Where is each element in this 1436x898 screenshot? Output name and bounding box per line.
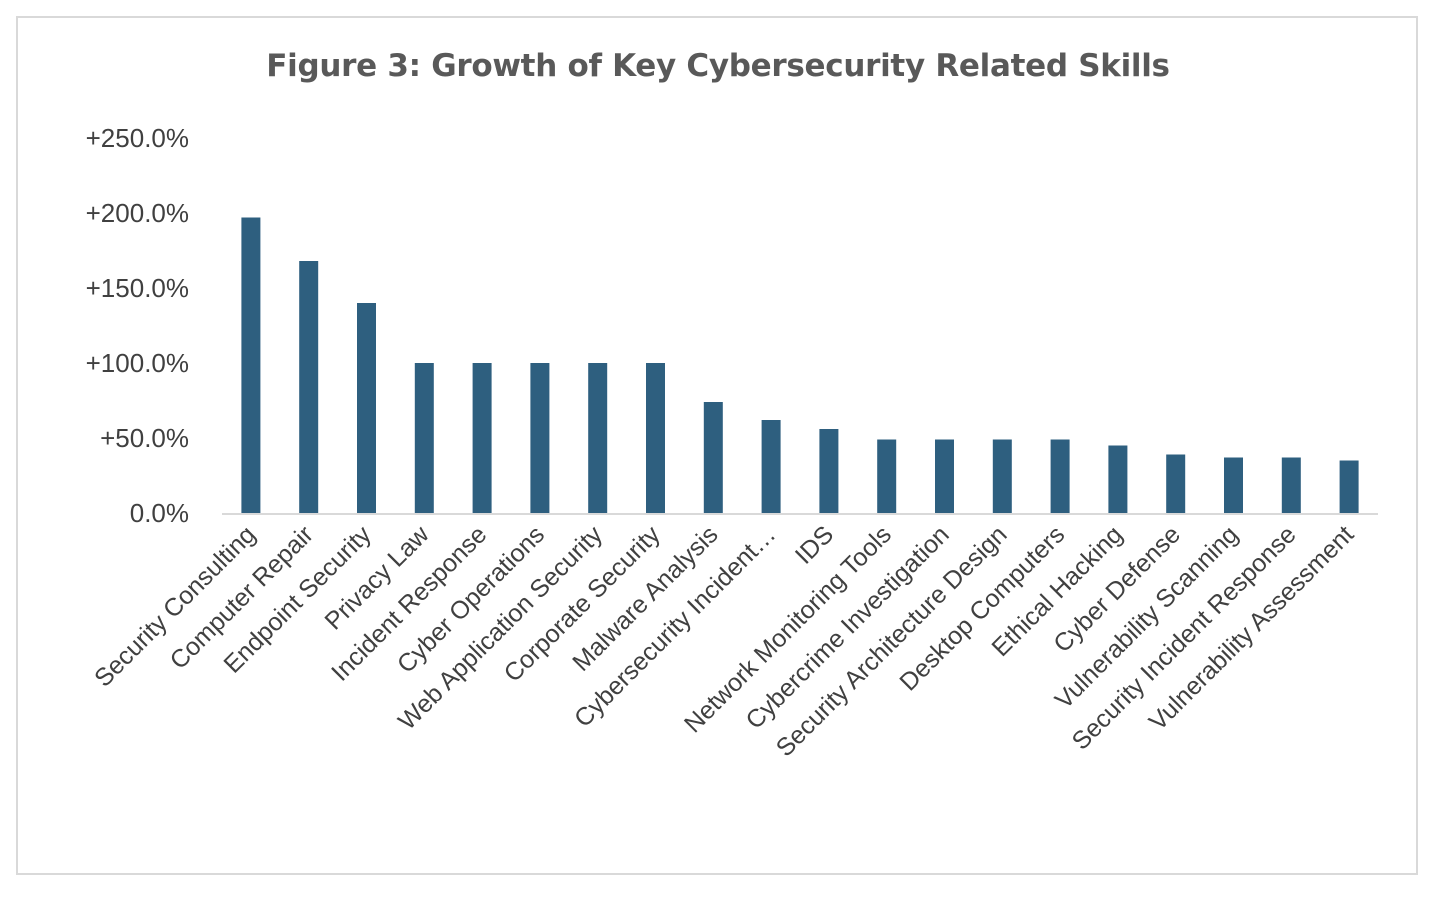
bar bbox=[1166, 454, 1186, 513]
bar bbox=[1108, 445, 1128, 513]
y-tick-label: 0.0% bbox=[130, 498, 189, 528]
bar bbox=[357, 303, 376, 513]
bar bbox=[472, 363, 492, 513]
bar bbox=[1224, 457, 1243, 513]
bar bbox=[819, 429, 839, 513]
bar bbox=[935, 439, 954, 513]
x-tick-label: IDS bbox=[790, 520, 839, 569]
bar bbox=[299, 261, 319, 513]
bar bbox=[588, 363, 608, 513]
y-tick-label: +250.0% bbox=[86, 123, 189, 153]
y-tick-label: +50.0% bbox=[100, 423, 189, 453]
bar bbox=[992, 439, 1012, 513]
bar bbox=[1339, 460, 1359, 513]
y-tick-label: +100.0% bbox=[86, 348, 189, 378]
bar bbox=[1281, 457, 1301, 513]
bar bbox=[414, 363, 434, 513]
y-tick-label: +200.0% bbox=[86, 198, 189, 228]
bar bbox=[530, 363, 550, 513]
bar bbox=[703, 402, 723, 513]
bar bbox=[241, 217, 261, 513]
bar bbox=[1050, 439, 1070, 513]
bar bbox=[761, 420, 781, 513]
chart-frame bbox=[16, 16, 1418, 875]
y-tick-label: +150.0% bbox=[86, 273, 189, 303]
bar bbox=[646, 363, 665, 513]
bar bbox=[877, 439, 897, 513]
chart-title: Figure 3: Growth of Key Cybersecurity Re… bbox=[266, 48, 1170, 84]
